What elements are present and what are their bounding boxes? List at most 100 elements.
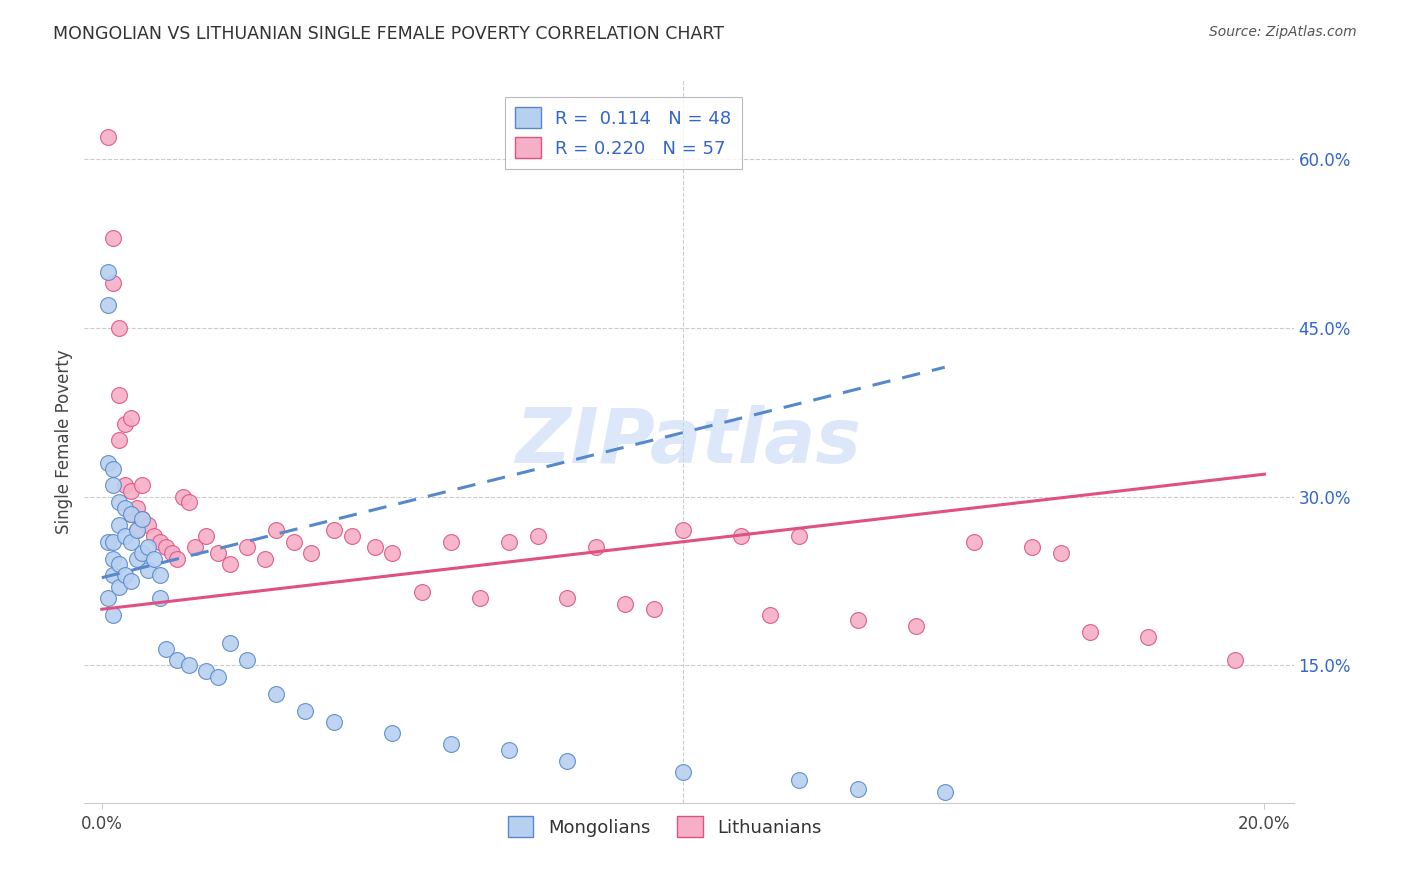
- Point: [131, 512, 153, 526]
- Text: MONGOLIAN VS LITHUANIAN SINGLE FEMALE POVERTY CORRELATION CHART: MONGOLIAN VS LITHUANIAN SINGLE FEMALE PO…: [53, 25, 724, 43]
- Point: [730, 529, 752, 543]
- Point: [323, 714, 346, 729]
- Y-axis label: Single Female Poverty: Single Female Poverty: [55, 350, 73, 533]
- Point: [498, 743, 520, 757]
- Point: [97, 456, 120, 470]
- Point: [340, 529, 363, 543]
- Point: [103, 568, 125, 582]
- Point: [120, 574, 142, 588]
- Point: [103, 551, 125, 566]
- Point: [236, 653, 259, 667]
- Point: [264, 687, 287, 701]
- Point: [166, 653, 188, 667]
- Point: [381, 726, 404, 740]
- Point: [108, 580, 131, 594]
- Legend: Mongolians, Lithuanians: Mongolians, Lithuanians: [498, 805, 832, 848]
- Point: [103, 461, 125, 475]
- Point: [1078, 624, 1101, 639]
- Point: [125, 524, 148, 538]
- Point: [468, 591, 491, 605]
- Point: [97, 534, 120, 549]
- Point: [904, 619, 927, 633]
- Point: [498, 534, 520, 549]
- Point: [846, 782, 869, 797]
- Point: [218, 636, 240, 650]
- Point: [759, 607, 782, 622]
- Point: [299, 546, 322, 560]
- Point: [103, 478, 125, 492]
- Point: [439, 737, 461, 751]
- Point: [125, 524, 148, 538]
- Point: [120, 507, 142, 521]
- Point: [195, 664, 218, 678]
- Point: [207, 670, 229, 684]
- Point: [1225, 653, 1247, 667]
- Point: [136, 517, 159, 532]
- Point: [218, 558, 240, 572]
- Point: [120, 411, 142, 425]
- Point: [207, 546, 229, 560]
- Point: [131, 512, 153, 526]
- Point: [136, 541, 159, 555]
- Text: Source: ZipAtlas.com: Source: ZipAtlas.com: [1209, 25, 1357, 39]
- Point: [120, 507, 142, 521]
- Point: [114, 417, 136, 431]
- Point: [149, 591, 172, 605]
- Point: [108, 558, 131, 572]
- Point: [439, 534, 461, 549]
- Point: [527, 529, 550, 543]
- Point: [172, 490, 194, 504]
- Point: [114, 500, 136, 515]
- Point: [672, 524, 695, 538]
- Point: [846, 614, 869, 628]
- Point: [131, 478, 153, 492]
- Point: [97, 591, 120, 605]
- Point: [143, 529, 166, 543]
- Point: [672, 765, 695, 780]
- Point: [108, 434, 131, 448]
- Point: [97, 264, 120, 278]
- Point: [585, 541, 607, 555]
- Point: [411, 585, 433, 599]
- Point: [155, 541, 177, 555]
- Point: [108, 517, 131, 532]
- Point: [97, 129, 120, 144]
- Point: [323, 524, 346, 538]
- Point: [166, 551, 188, 566]
- Point: [1021, 541, 1043, 555]
- Point: [125, 500, 148, 515]
- Point: [195, 529, 218, 543]
- Point: [114, 478, 136, 492]
- Point: [177, 658, 200, 673]
- Point: [149, 534, 172, 549]
- Point: [160, 546, 183, 560]
- Point: [103, 534, 125, 549]
- Point: [253, 551, 276, 566]
- Point: [1137, 631, 1160, 645]
- Point: [177, 495, 200, 509]
- Point: [143, 551, 166, 566]
- Point: [103, 276, 125, 290]
- Point: [614, 597, 637, 611]
- Point: [283, 534, 305, 549]
- Point: [120, 484, 142, 499]
- Point: [136, 563, 159, 577]
- Point: [125, 551, 148, 566]
- Point: [108, 495, 131, 509]
- Point: [114, 568, 136, 582]
- Point: [789, 529, 811, 543]
- Point: [294, 704, 316, 718]
- Point: [103, 231, 125, 245]
- Point: [114, 529, 136, 543]
- Point: [643, 602, 665, 616]
- Point: [108, 321, 131, 335]
- Point: [264, 524, 287, 538]
- Point: [155, 641, 177, 656]
- Point: [381, 546, 404, 560]
- Point: [934, 784, 956, 798]
- Point: [789, 773, 811, 788]
- Point: [1050, 546, 1073, 560]
- Point: [236, 541, 259, 555]
- Point: [555, 591, 578, 605]
- Point: [103, 607, 125, 622]
